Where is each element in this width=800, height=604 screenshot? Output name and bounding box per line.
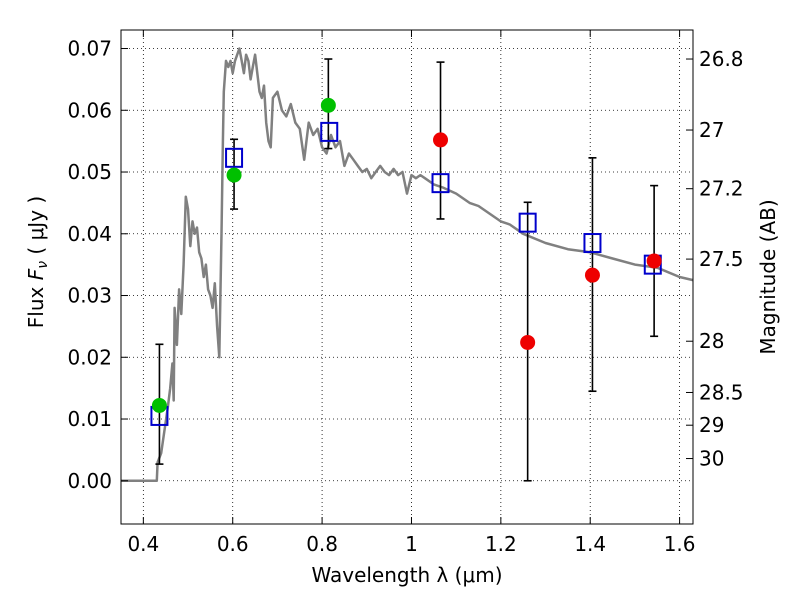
x-tick-label: 0.8 [306, 532, 338, 556]
observed-flux-point [433, 132, 449, 148]
y-axis-label-subscript: ν [35, 261, 51, 269]
model-spectrum-line [121, 47, 694, 483]
y-tick-label: 0.07 [67, 37, 112, 61]
y-tick-label: 0.03 [67, 284, 112, 308]
observed-flux-point [226, 167, 242, 183]
y2-tick-label: 29 [699, 413, 724, 437]
model-photometry-square [583, 233, 602, 254]
y2-tick-label: 27 [699, 118, 724, 142]
observed-flux-point [151, 397, 167, 413]
y-tick-label: 0.04 [67, 222, 112, 246]
y2-tick-label: 28 [699, 329, 724, 353]
y2-tick-label: 30 [699, 447, 724, 471]
x-tick-label: 1 [405, 532, 418, 556]
y-tick-label: 0.05 [67, 160, 112, 184]
axes-layer: 0.4 0.6 0.8 1 1.2 1.4 1.6 0.00 0.01 0.02 0.03 0.04 0… [67, 30, 744, 556]
series-layer [121, 47, 694, 483]
observed-flux-point [584, 267, 600, 283]
model-photometry-square [225, 147, 244, 168]
y-tick-label: 0.06 [67, 98, 112, 122]
model-photometry-square [431, 173, 450, 194]
y2-tick-label: 27.2 [699, 177, 744, 201]
plot-frame [120, 29, 694, 525]
y-axis-label-suffix: ( μJy ) [24, 196, 48, 261]
y-tick-label: 0.00 [67, 469, 112, 493]
y-axis-label: Flux Fν ( μJy ) [24, 196, 51, 328]
y-axis-label-symbol: F [24, 268, 48, 280]
model-photometry-square [518, 212, 537, 233]
observed-flux-point [320, 97, 336, 113]
observed-flux-point [520, 334, 536, 350]
y-tick-label: 0.01 [67, 407, 112, 431]
y2-tick-label: 26.8 [699, 47, 744, 71]
x-axis-label: Wavelength λ (μm) [311, 563, 502, 587]
model-photometry-square [320, 121, 339, 142]
y2-tick-label: 27.5 [699, 247, 744, 271]
observed-flux-point [646, 253, 662, 269]
x-tick-label: 0.4 [127, 532, 159, 556]
x-tick-label: 1.4 [574, 532, 606, 556]
y2-axis-label: Magnitude (AB) [756, 199, 780, 354]
x-tick-label: 1.2 [485, 532, 517, 556]
x-tick-label: 1.6 [664, 532, 696, 556]
y2-tick-label: 28.5 [699, 380, 744, 404]
y-tick-label: 0.02 [67, 345, 112, 369]
x-tick-label: 0.6 [217, 532, 249, 556]
y-axis-label-prefix: Flux [24, 280, 48, 328]
